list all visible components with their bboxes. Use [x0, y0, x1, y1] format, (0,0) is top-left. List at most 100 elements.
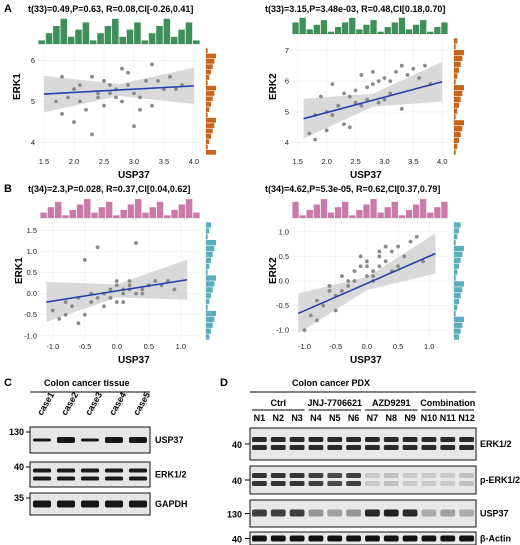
blot-d-lane-label: N1: [254, 413, 266, 423]
a1-data-point: [120, 99, 124, 104]
b2-top-hist-bar: [349, 215, 356, 218]
b2-top-hist-bar: [342, 201, 349, 218]
b1-data-point: [127, 279, 132, 283]
a1-data-point: [78, 99, 82, 104]
a2-ytick-label: 4: [285, 138, 289, 147]
b2-data-point: [364, 274, 369, 278]
a1-data-point: [120, 66, 124, 71]
blot-c-band: [33, 438, 51, 442]
a2-data-point: [405, 73, 410, 77]
blot-d-lane-label: N10: [421, 413, 438, 423]
blot-c-title: Colon cancer tissue: [44, 378, 130, 388]
a2-data-point: [382, 97, 387, 102]
b2-top-hist-bar: [420, 199, 427, 218]
a1-data-point: [108, 91, 112, 96]
blot-c-band: [81, 476, 99, 481]
b2-right-hist-bar: [454, 299, 459, 305]
b2-xtick-label: -0.5: [329, 342, 342, 351]
b2-data-point: [421, 259, 425, 264]
blot-d-band: [270, 509, 286, 517]
b1-data-point: [153, 279, 158, 283]
blot-c-band: [33, 500, 51, 508]
blot-c-band: [81, 500, 99, 508]
b2-top-hist-bar: [427, 212, 434, 218]
a2-top-hist-bar: [412, 24, 420, 34]
b2-ytick-label: 1.0: [279, 227, 289, 236]
a2-data-point: [388, 79, 393, 84]
a2-data-point: [330, 113, 335, 117]
a1-top-hist-bar: [97, 33, 104, 44]
blot-d-band: [421, 509, 437, 517]
b1-top-hist-bar: [171, 209, 178, 218]
a1-data-point: [138, 95, 142, 100]
b2-data-point: [408, 239, 413, 244]
a1-xtick-label: 3.0: [129, 157, 139, 166]
b1-data-point: [102, 304, 106, 309]
b2-xtick-label: 1.0: [424, 342, 434, 351]
a2-top-hist-bar: [292, 22, 299, 34]
blot-d-band: [308, 445, 324, 450]
b1-ytick-label: 0.5: [27, 268, 37, 277]
b2-ytick-label: 0.0: [279, 277, 289, 286]
a2-top-hist-bar: [327, 31, 335, 34]
a2-data-point: [342, 91, 346, 96]
b1-right-hist-bar: [206, 240, 216, 246]
blot-d-band: [289, 481, 305, 486]
b2-right-hist-bar: [454, 240, 456, 246]
b1-data-point: [114, 300, 119, 304]
a1-data-point: [54, 99, 58, 104]
a1-right-hist-bar: [206, 64, 213, 70]
b1-right-hist-bar: [206, 222, 211, 228]
b1-data-point: [63, 312, 68, 317]
a1-top-hist-bar: [60, 18, 68, 44]
b1-top-hist-bar: [105, 201, 113, 218]
b1-right-hist-bar: [206, 269, 208, 275]
b1-right-hist-bar: [206, 334, 210, 340]
ylabel-b2: ERK2: [268, 257, 279, 284]
a2-fit-line: [303, 80, 443, 120]
blot-d-band: [327, 473, 343, 478]
a1-right-hist-bar: [206, 85, 216, 91]
b2-ytick-label: 0.5: [279, 252, 289, 261]
blot-d-band: [440, 437, 456, 442]
b1-top-hist-bar: [164, 215, 171, 218]
a1-right-hist-bar: [206, 133, 211, 139]
b1-right-hist-bar: [206, 304, 208, 311]
a2-top-hist-bar: [427, 31, 434, 34]
a2-top-hist-bar: [334, 27, 342, 34]
a1-data-point: [132, 91, 136, 96]
a2-right-hist-bar: [454, 61, 461, 67]
b2-right-hist-bar: [454, 222, 461, 228]
blot-c-band: [57, 468, 75, 473]
b2-right-hist-bar: [454, 245, 464, 252]
a1-right-hist-bar: [206, 75, 210, 80]
b1-right-hist-bar: [206, 299, 210, 305]
b2-right-hist-bar: [454, 334, 459, 340]
a1-data-point: [144, 79, 148, 83]
a2-top-hist-bar: [441, 22, 448, 34]
blot-d-band: [327, 445, 343, 450]
blot-d-band: [365, 473, 380, 478]
b1-top-hist-bar: [62, 215, 69, 218]
blot-d-band: [308, 535, 324, 542]
a1-data-point: [138, 107, 142, 112]
blot-d-band: [383, 473, 399, 478]
a2-data-point: [365, 97, 370, 102]
b2-top-hist-bar: [356, 209, 363, 218]
b1-right-hist-bar: [206, 322, 213, 328]
b2-top-hist-bar: [370, 199, 377, 218]
blot-d-band: [346, 445, 361, 450]
a1-right-hist-bar: [206, 117, 216, 123]
b2-right-hist-bar: [454, 275, 456, 281]
blot-d-band: [252, 473, 267, 478]
blot-d-membrane: [249, 427, 477, 461]
blot-d-mw-marker: 40: [232, 535, 242, 545]
blot-c-band: [105, 500, 123, 508]
a1-top-hist-bar: [156, 26, 163, 44]
a2-top-hist-bar: [313, 24, 320, 34]
a1-top-hist-bar: [53, 26, 60, 44]
b2-right-hist-bar: [454, 269, 458, 275]
blot-d-band: [440, 535, 456, 542]
a2-top-hist-bar: [370, 20, 377, 34]
a1-right-hist-bar: [206, 53, 216, 59]
